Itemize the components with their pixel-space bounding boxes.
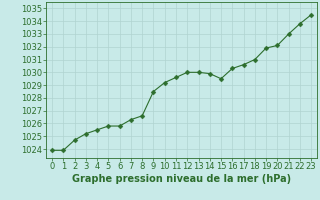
X-axis label: Graphe pression niveau de la mer (hPa): Graphe pression niveau de la mer (hPa) — [72, 174, 291, 184]
